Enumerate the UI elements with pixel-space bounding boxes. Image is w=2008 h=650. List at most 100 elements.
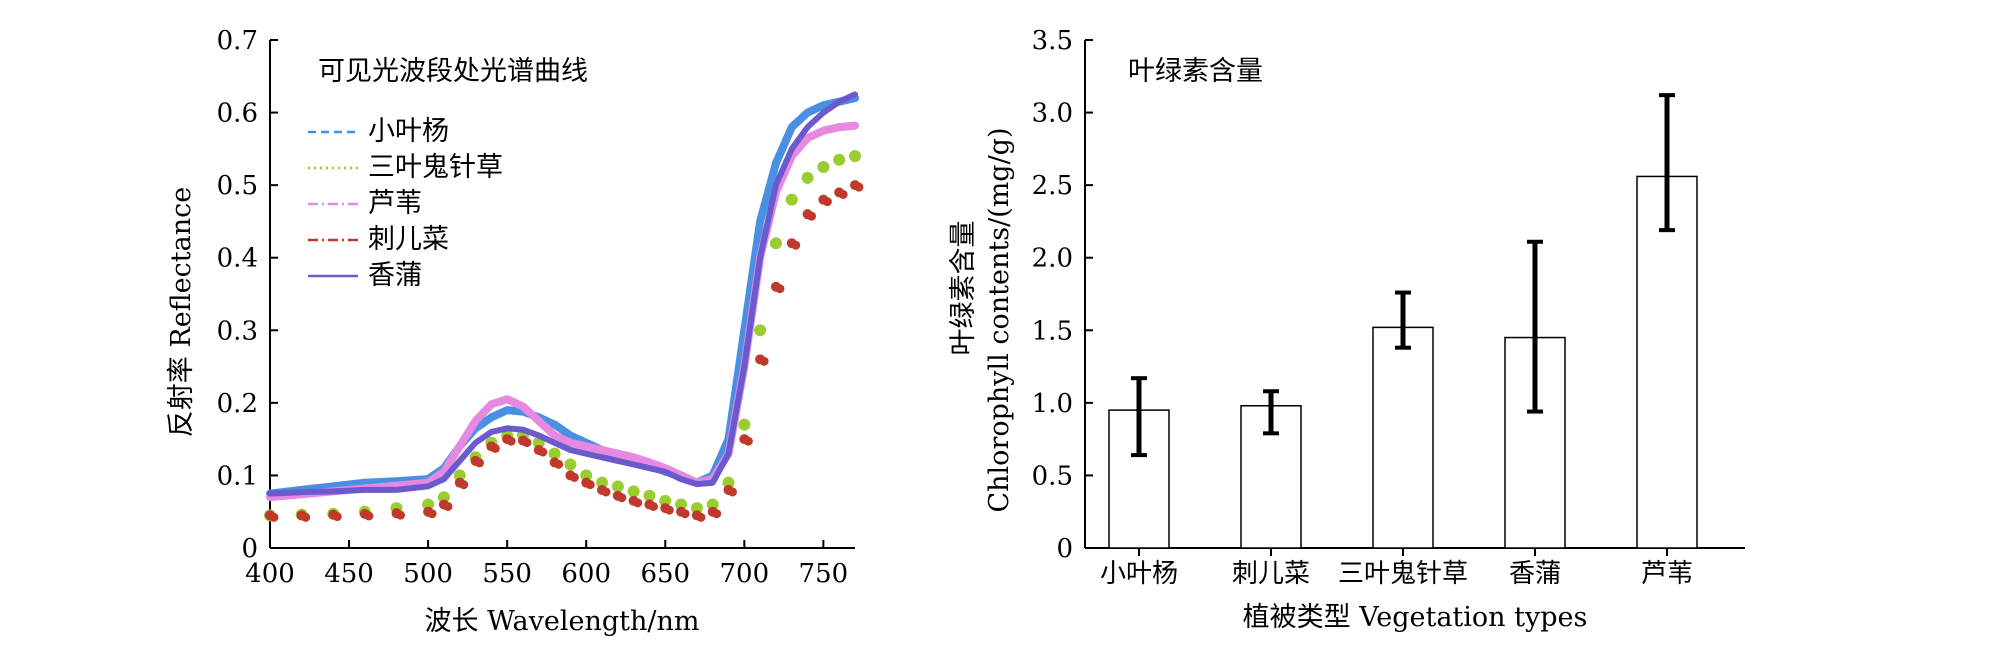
series-point [506,436,516,446]
series-line [267,91,858,497]
left-series [264,91,864,522]
series-point [459,480,469,490]
series-point [364,511,374,521]
series-point [443,501,453,511]
series-point [453,469,466,482]
series-point [554,459,564,469]
left-y-tick-label: 0.2 [217,389,258,419]
left-x-tick-label: 650 [640,559,690,589]
right-x-tick-label: 小叶杨 [1100,559,1178,589]
series-point [395,510,405,520]
right-y-axis-label-cn: 叶绿素含量 [948,221,979,356]
left-y-tick-label: 0 [241,534,258,564]
right-y-tick-label: 1.0 [1032,389,1073,419]
left-chart-title: 可见光波段处光谱曲线 [318,56,588,87]
series-point [854,182,864,192]
left-x-tick-label: 450 [324,559,374,589]
series-point [680,509,690,519]
right-x-axis-label: 植被类型 Vegetation types [1243,602,1588,633]
series-point [822,197,832,207]
left-x-tick-label: 550 [482,559,532,589]
right-x-tick-label: 芦苇 [1641,559,1693,589]
series-point [269,512,279,522]
series-point [522,438,532,448]
series-0 [266,94,859,498]
series-point [738,418,751,431]
series-point [585,480,595,490]
series-point [611,480,624,493]
right-x-tick-label: 三叶鬼针草 [1338,559,1468,589]
left-y-tick-label: 0.7 [217,26,258,56]
series-point [690,502,703,515]
series-point [490,443,500,453]
series-point [722,476,735,489]
right-y-tick-label: 3.5 [1032,26,1073,56]
right-y-tick-label: 2.0 [1032,244,1073,274]
left-x-tick-label: 400 [245,559,295,589]
series-point [437,491,450,504]
series-point [817,161,830,173]
series-point [712,509,722,519]
right-y-tick-label: 0.5 [1032,461,1073,491]
left-y-tick-label: 0.4 [217,244,258,274]
series-point [801,171,814,184]
series-point [580,469,593,482]
series-point [427,509,437,519]
left-y-ticks: 0 0.1 0.2 0.3 0.4 0.5 0.6 0.7 [217,26,278,564]
series-point [696,512,706,522]
series-point [548,447,561,460]
series-3 [265,180,864,522]
series-point [664,505,674,515]
series-point [807,211,817,221]
left-x-tick-label: 500 [403,559,453,589]
series-point [596,476,609,489]
series-point [675,498,688,511]
series-point [706,498,719,511]
legend-label: 香蒲 [368,260,422,291]
right-y-tick-label: 1.5 [1032,316,1073,346]
series-point [849,150,861,163]
series-point [564,458,577,471]
right-y-tick-label: 3.0 [1032,99,1073,129]
series-point [627,485,640,498]
left-x-ticks: 400 450 500 550 600 650 700 750 [245,540,848,589]
series-point [617,493,627,503]
bar [1372,326,1434,549]
series-point [775,284,785,294]
series-point [538,447,548,457]
series-point [643,489,656,502]
series-point [743,436,753,446]
right-chart-title: 叶绿素含量 [1128,56,1263,87]
left-x-tick-label: 750 [799,559,849,589]
series-point [754,324,767,337]
series-point [648,501,658,511]
bar [1636,175,1698,549]
series-point [785,193,798,206]
legend-label: 三叶鬼针草 [368,152,503,183]
legend-label: 刺儿菜 [368,224,449,255]
right-bars: 小叶杨 刺儿菜 三叶鬼针草 香蒲 芦苇 [1100,93,1698,589]
series-point [301,512,311,522]
series-point [332,512,342,522]
series-point [728,487,738,497]
series-point [601,487,611,497]
series-point [769,237,782,250]
series-point [422,498,435,511]
chlorophyll-chart: 0 0.5 1.0 1.5 2.0 2.5 3.0 3.5 小叶杨 刺儿菜 三叶鬼针草 香蒲 芦苇 叶… [948,26,1745,633]
series-point [569,472,579,482]
left-y-axis-label: 反射率 Reflectance [166,187,197,437]
series-point [633,498,643,508]
left-y-tick-label: 0.3 [217,316,258,346]
series-point [791,240,801,250]
right-y-ticks: 0 0.5 1.0 1.5 2.0 2.5 3.0 3.5 [1032,26,1093,564]
left-x-tick-label: 700 [720,559,770,589]
right-y-tick-label: 0 [1056,534,1073,564]
legend-label: 小叶杨 [368,116,449,147]
left-x-axis-label: 波长 Wavelength/nm [425,606,700,637]
series-line [266,94,859,498]
left-y-tick-label: 0.1 [217,461,258,491]
series-4 [267,91,858,497]
left-x-tick-label: 600 [561,559,611,589]
